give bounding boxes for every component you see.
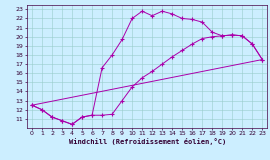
X-axis label: Windchill (Refroidissement éolien,°C): Windchill (Refroidissement éolien,°C) [69,138,226,145]
